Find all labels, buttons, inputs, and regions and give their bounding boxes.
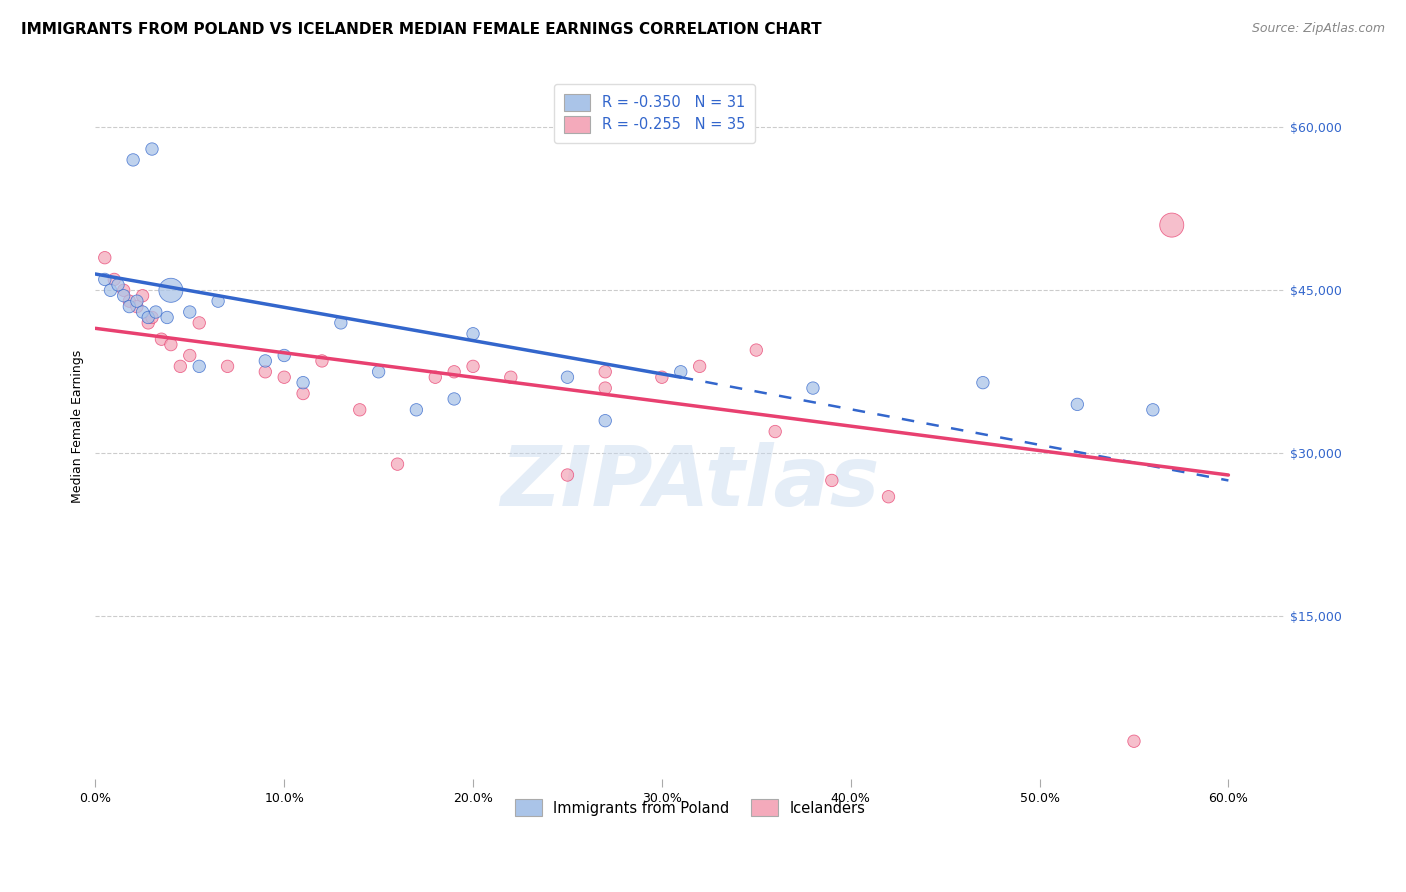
Point <box>593 414 616 428</box>
Point <box>254 354 277 368</box>
Point <box>131 289 153 303</box>
Point <box>179 305 201 319</box>
Point <box>557 370 579 384</box>
Point <box>461 359 484 374</box>
Point <box>160 337 183 351</box>
Point <box>557 468 579 483</box>
Point <box>292 376 315 390</box>
Point <box>425 370 447 384</box>
Point <box>156 310 179 325</box>
Text: IMMIGRANTS FROM POLAND VS ICELANDER MEDIAN FEMALE EARNINGS CORRELATION CHART: IMMIGRANTS FROM POLAND VS ICELANDER MEDI… <box>21 22 821 37</box>
Point <box>188 316 211 330</box>
Point <box>593 381 616 395</box>
Point <box>273 370 295 384</box>
Point <box>972 376 994 390</box>
Point <box>405 402 427 417</box>
Point <box>443 365 465 379</box>
Point <box>821 474 844 488</box>
Point <box>877 490 900 504</box>
Point <box>651 370 673 384</box>
Point <box>1123 734 1146 748</box>
Point <box>100 283 122 297</box>
Point <box>387 457 409 471</box>
Text: ZIPAtlas: ZIPAtlas <box>501 442 880 523</box>
Point <box>292 386 315 401</box>
Point <box>112 289 135 303</box>
Point <box>461 326 484 341</box>
Point <box>150 332 173 346</box>
Point <box>801 381 824 395</box>
Point <box>122 153 145 167</box>
Point <box>107 277 129 292</box>
Point <box>1142 402 1164 417</box>
Point <box>118 300 141 314</box>
Point <box>329 316 352 330</box>
Point <box>367 365 389 379</box>
Y-axis label: Median Female Earnings: Median Female Earnings <box>72 350 84 503</box>
Point <box>136 310 159 325</box>
Point <box>94 251 117 265</box>
Point <box>160 283 183 297</box>
Point <box>593 365 616 379</box>
Point <box>1160 218 1182 232</box>
Point <box>207 294 229 309</box>
Point <box>125 300 148 314</box>
Point <box>136 316 159 330</box>
Point <box>349 402 371 417</box>
Point <box>311 354 333 368</box>
Point <box>141 142 163 156</box>
Point <box>145 305 167 319</box>
Point <box>499 370 522 384</box>
Point <box>763 425 786 439</box>
Point <box>1066 397 1088 411</box>
Point <box>94 272 117 286</box>
Point <box>669 365 692 379</box>
Point <box>103 272 125 286</box>
Point <box>217 359 239 374</box>
Point <box>169 359 191 374</box>
Point <box>118 294 141 309</box>
Legend: Immigrants from Poland, Icelanders: Immigrants from Poland, Icelanders <box>506 790 875 825</box>
Point <box>689 359 711 374</box>
Point <box>443 392 465 406</box>
Point <box>141 310 163 325</box>
Point <box>125 294 148 309</box>
Point <box>273 349 295 363</box>
Point <box>112 283 135 297</box>
Text: Source: ZipAtlas.com: Source: ZipAtlas.com <box>1251 22 1385 36</box>
Point <box>179 349 201 363</box>
Point <box>188 359 211 374</box>
Point <box>254 365 277 379</box>
Point <box>745 343 768 357</box>
Point <box>131 305 153 319</box>
